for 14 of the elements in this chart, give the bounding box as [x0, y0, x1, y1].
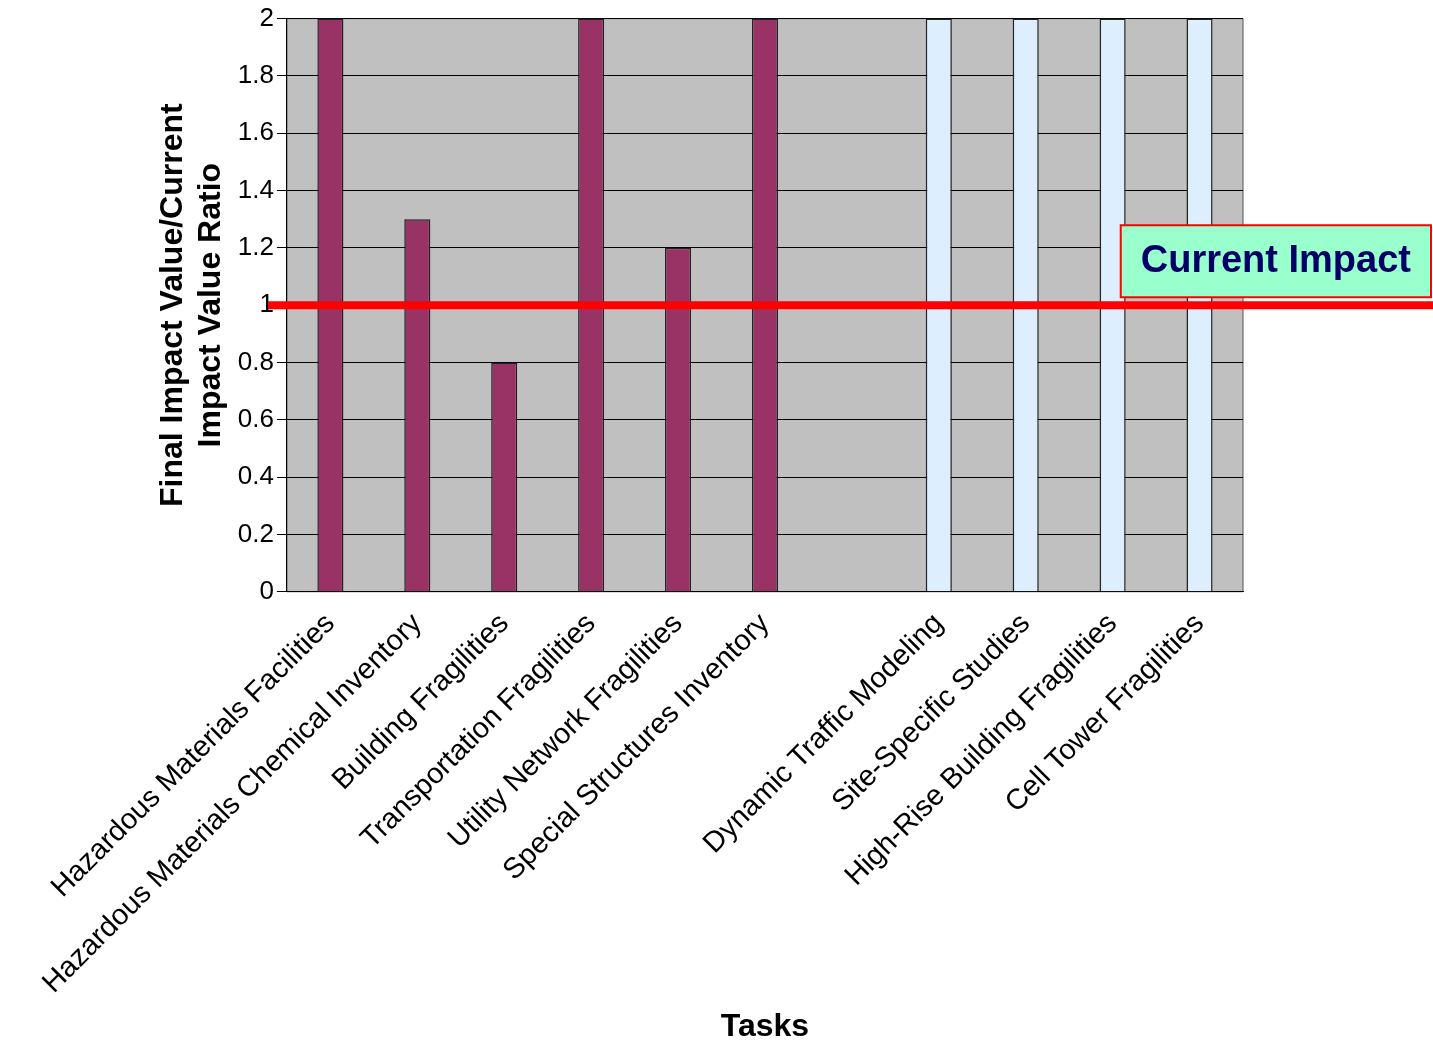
- y-tick-label: 0.8: [237, 345, 274, 376]
- y-tick-label: 1.4: [237, 173, 274, 204]
- y-tick-label: 0.4: [237, 460, 274, 491]
- ref-line-label: Current Impact: [1140, 237, 1412, 280]
- y-tick-label: 1.8: [237, 59, 274, 90]
- y-tick-label: 1: [259, 288, 274, 319]
- y-tick-label: 1.2: [237, 231, 274, 262]
- y-tick-label: 0: [259, 574, 274, 605]
- y-tick-label: 2: [259, 1, 274, 32]
- y-axis-title: Final Impact Value/Current Impact Value Ratio: [153, 102, 228, 507]
- y-tick-label: 0.2: [237, 517, 274, 548]
- x-axis-title: Tasks: [720, 1006, 810, 1043]
- y-tick-label: 1.6: [237, 116, 274, 147]
- y-tick-label: 0.6: [237, 402, 274, 433]
